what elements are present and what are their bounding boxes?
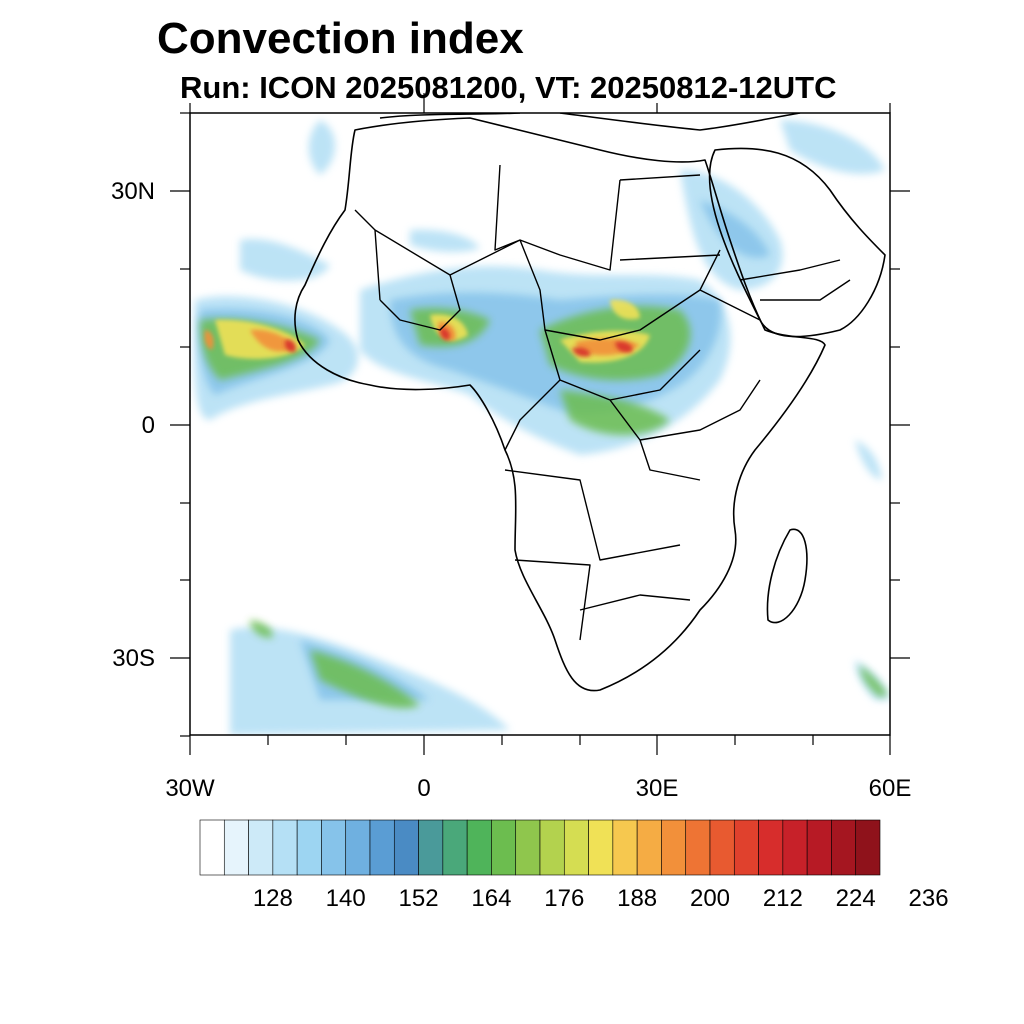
colorbar-swatch bbox=[199, 819, 225, 876]
colorbar-swatch bbox=[685, 819, 711, 876]
colorbar-swatch bbox=[418, 819, 444, 876]
colorbar-label: 152 bbox=[398, 885, 439, 912]
colorbar-label: 140 bbox=[325, 885, 366, 912]
colorbar-label: 224 bbox=[835, 885, 876, 912]
colorbar-swatch bbox=[661, 819, 687, 876]
colorbar-swatch bbox=[393, 819, 419, 876]
lon-label-60e: 60E bbox=[868, 775, 912, 802]
colorbar-swatch bbox=[442, 819, 468, 876]
colorbar-swatch bbox=[296, 819, 322, 876]
convection-field bbox=[193, 120, 890, 735]
lon-label-0: 0 bbox=[417, 775, 431, 802]
colorbar-swatch bbox=[612, 819, 638, 876]
colorbar-label: 164 bbox=[471, 885, 512, 912]
colorbar-label: 236 bbox=[908, 885, 949, 912]
colorbar-label: 200 bbox=[689, 885, 731, 912]
colorbar-swatch bbox=[733, 819, 759, 876]
colorbar-swatch bbox=[831, 819, 857, 876]
lat-label-30s: 30S bbox=[112, 645, 155, 672]
colorbar-swatch bbox=[515, 819, 541, 876]
run-subtitle: Run: ICON 2025081200, VT: 20250812-12UTC bbox=[180, 70, 837, 105]
colorbar-swatch bbox=[272, 819, 298, 876]
colorbar-label: 188 bbox=[617, 885, 658, 912]
axis-ticks bbox=[170, 93, 910, 755]
colorbar-swatch bbox=[321, 819, 347, 876]
madagascar-coastline bbox=[766, 528, 808, 624]
colorbar-swatch bbox=[248, 819, 274, 876]
colorbar-swatch bbox=[758, 819, 784, 876]
colorbar-label: 176 bbox=[544, 885, 585, 912]
colorbar-swatch bbox=[782, 819, 808, 876]
country-borders bbox=[354, 164, 851, 641]
colorbar-label: 212 bbox=[762, 885, 803, 912]
lat-label-0: 0 bbox=[141, 412, 155, 439]
colorbar bbox=[199, 819, 881, 876]
colorbar-swatch bbox=[223, 819, 249, 876]
coastlines bbox=[294, 113, 886, 692]
colorbar-swatch bbox=[466, 819, 492, 876]
colorbar-swatch bbox=[345, 819, 371, 876]
lat-label-30n: 30N bbox=[110, 178, 155, 205]
colorbar-swatch bbox=[709, 819, 735, 876]
colorbar-swatch bbox=[806, 819, 832, 876]
colorbar-swatch bbox=[369, 819, 395, 876]
africa-coastline bbox=[294, 117, 826, 692]
arabia-coastline bbox=[708, 147, 886, 338]
lon-label-30e: 30E bbox=[635, 775, 679, 802]
colorbar-swatch bbox=[855, 819, 881, 876]
colorbar-swatch bbox=[491, 819, 517, 876]
colorbar-label: 128 bbox=[252, 885, 293, 912]
colorbar-swatch bbox=[588, 819, 614, 876]
europe-coastline bbox=[379, 113, 801, 131]
page-title: Convection index bbox=[157, 14, 524, 63]
colorbar-swatch bbox=[563, 819, 589, 876]
map-frame bbox=[189, 112, 891, 736]
colorbar-swatch bbox=[636, 819, 662, 876]
lon-label-30w: 30W bbox=[165, 775, 215, 802]
colorbar-swatch bbox=[539, 819, 565, 876]
